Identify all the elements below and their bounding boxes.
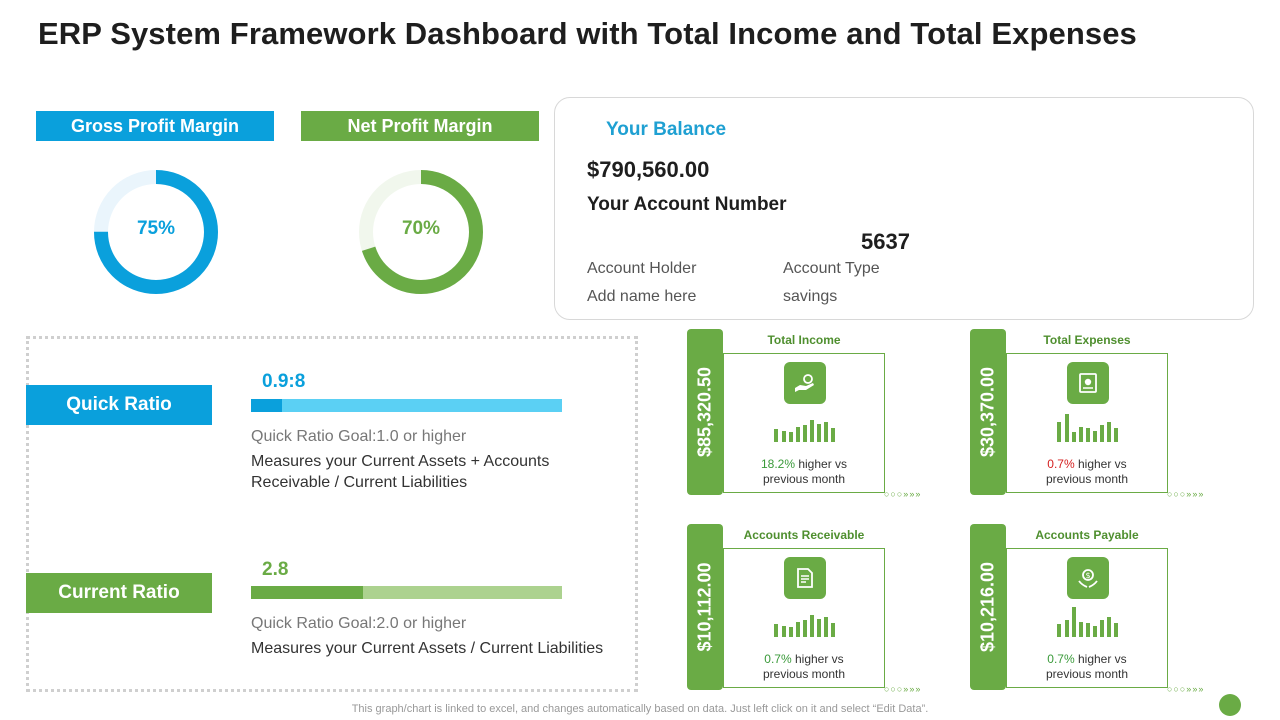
kpi-accounts-payable: $10,216.00 Accounts Payable $ 0.7% highe… bbox=[970, 524, 1203, 694]
total-income-title: Total Income bbox=[767, 333, 841, 347]
arrow-dots-icon: ○○○»»» bbox=[1167, 684, 1205, 694]
change-note-period: previous month bbox=[1045, 472, 1129, 486]
account-number: 5637 bbox=[861, 229, 910, 254]
kpi-total-income: $85,320.50 Total Income 18.2% higher vs p… bbox=[687, 329, 920, 499]
total-expenses-value: $30,370.00 bbox=[977, 366, 998, 458]
gross-profit-donut: 75% bbox=[90, 166, 222, 298]
ratio-panel bbox=[26, 336, 638, 692]
arrow-dots-icon: ○○○»»» bbox=[884, 684, 922, 694]
change-percent: 0.7% bbox=[1047, 652, 1075, 666]
quick-ratio-goal: Quick Ratio Goal:1.0 or higher bbox=[251, 428, 467, 445]
current-ratio-bar-fill bbox=[251, 586, 363, 599]
current-ratio-tag: Current Ratio bbox=[26, 573, 212, 613]
quick-ratio-tag: Quick Ratio bbox=[26, 385, 212, 425]
kpi-frame: $ 0.7% higher vs previous month bbox=[1006, 548, 1168, 688]
accounts-receivable-title: Accounts Receivable bbox=[743, 528, 865, 542]
account-type-value: savings bbox=[783, 288, 838, 305]
current-ratio-value: 2.8 bbox=[262, 559, 289, 580]
quick-ratio-bar-fill bbox=[251, 399, 283, 412]
mini-bar-chart bbox=[774, 414, 836, 442]
account-number-label: Your Account Number bbox=[587, 194, 787, 215]
change-note: higher vs bbox=[1074, 457, 1127, 471]
kpi-total-expenses: $30,370.00 Total Expenses 0.7% higher vs… bbox=[970, 329, 1203, 499]
current-ratio-bar bbox=[251, 586, 562, 599]
arrow-dots-icon: ○○○»»» bbox=[1167, 489, 1205, 499]
change-note: higher vs bbox=[795, 457, 848, 471]
accounts-receivable-change: 0.7% higher vs previous month bbox=[724, 652, 884, 682]
footnote: This graph/chart is linked to excel, and… bbox=[351, 703, 929, 715]
arrow-dots-icon: ○○○»»» bbox=[884, 489, 922, 499]
decorative-dot bbox=[1219, 694, 1241, 716]
change-note: higher vs bbox=[1074, 652, 1127, 666]
svg-text:$: $ bbox=[1085, 571, 1090, 580]
quick-ratio-bar bbox=[251, 399, 562, 412]
balance-card: Your Balance $790,560.00 Your Account Nu… bbox=[554, 97, 1254, 320]
change-note-period: previous month bbox=[762, 472, 846, 486]
current-ratio-goal: Quick Ratio Goal:2.0 or higher bbox=[251, 615, 467, 632]
mini-bar-chart bbox=[1057, 607, 1119, 637]
net-profit-donut: 70% bbox=[355, 166, 487, 298]
accounts-payable-title: Accounts Payable bbox=[1035, 528, 1139, 542]
account-holder-label: Account Holder bbox=[587, 260, 697, 277]
accounts-receivable-value: $10,112.00 bbox=[694, 562, 715, 652]
net-profit-margin-header: Net Profit Margin bbox=[301, 111, 539, 141]
money-hand-icon bbox=[784, 362, 826, 404]
current-ratio-description: Measures your Current Assets / Current L… bbox=[251, 640, 604, 657]
total-expenses-title: Total Expenses bbox=[1043, 333, 1131, 347]
donut-arc bbox=[94, 170, 218, 294]
accounts-payable-change: 0.7% higher vs previous month bbox=[1007, 652, 1167, 682]
account-holder-value[interactable]: Add name here bbox=[587, 288, 697, 305]
coin-hands-icon: $ bbox=[1067, 557, 1109, 599]
change-note: higher vs bbox=[791, 652, 844, 666]
net-profit-value: 70% bbox=[401, 218, 441, 239]
total-income-value: $85,320.50 bbox=[694, 366, 715, 458]
mini-bar-chart bbox=[774, 609, 836, 637]
change-percent: 0.7% bbox=[764, 652, 792, 666]
kpi-side-bar: $10,112.00 bbox=[687, 524, 723, 690]
kpi-frame: 0.7% higher vs previous month bbox=[1006, 353, 1168, 493]
page-title: ERP System Framework Dashboard with Tota… bbox=[38, 16, 1137, 51]
kpi-frame: 0.7% higher vs previous month bbox=[723, 548, 885, 688]
total-income-change: 18.2% higher vs previous month bbox=[724, 457, 884, 487]
kpi-side-bar: $30,370.00 bbox=[970, 329, 1006, 495]
change-percent: 0.7% bbox=[1047, 457, 1075, 471]
mini-bar-chart bbox=[1057, 414, 1119, 442]
kpi-accounts-receivable: $10,112.00 Accounts Receivable 0.7% high… bbox=[687, 524, 920, 694]
change-percent: 18.2% bbox=[760, 457, 795, 471]
gross-profit-margin-header: Gross Profit Margin bbox=[36, 111, 274, 141]
account-type-label: Account Type bbox=[783, 260, 880, 277]
receipt-icon bbox=[1067, 362, 1109, 404]
kpi-side-bar: $85,320.50 bbox=[687, 329, 723, 495]
gross-profit-value: 75% bbox=[136, 218, 176, 239]
quick-ratio-description: Measures your Current Assets + Accounts … bbox=[251, 453, 550, 491]
donut-arc bbox=[359, 170, 483, 294]
change-note-period: previous month bbox=[762, 667, 846, 681]
kpi-frame: 18.2% higher vs previous month bbox=[723, 353, 885, 493]
invoice-icon bbox=[784, 557, 826, 599]
balance-amount: $790,560.00 bbox=[587, 157, 710, 182]
change-note-period: previous month bbox=[1045, 667, 1129, 681]
accounts-payable-value: $10,216.00 bbox=[977, 561, 998, 653]
kpi-side-bar: $10,216.00 bbox=[970, 524, 1006, 690]
balance-label: Your Balance bbox=[606, 119, 727, 140]
total-expenses-change: 0.7% higher vs previous month bbox=[1007, 457, 1167, 487]
quick-ratio-value: 0.9:8 bbox=[262, 371, 306, 392]
